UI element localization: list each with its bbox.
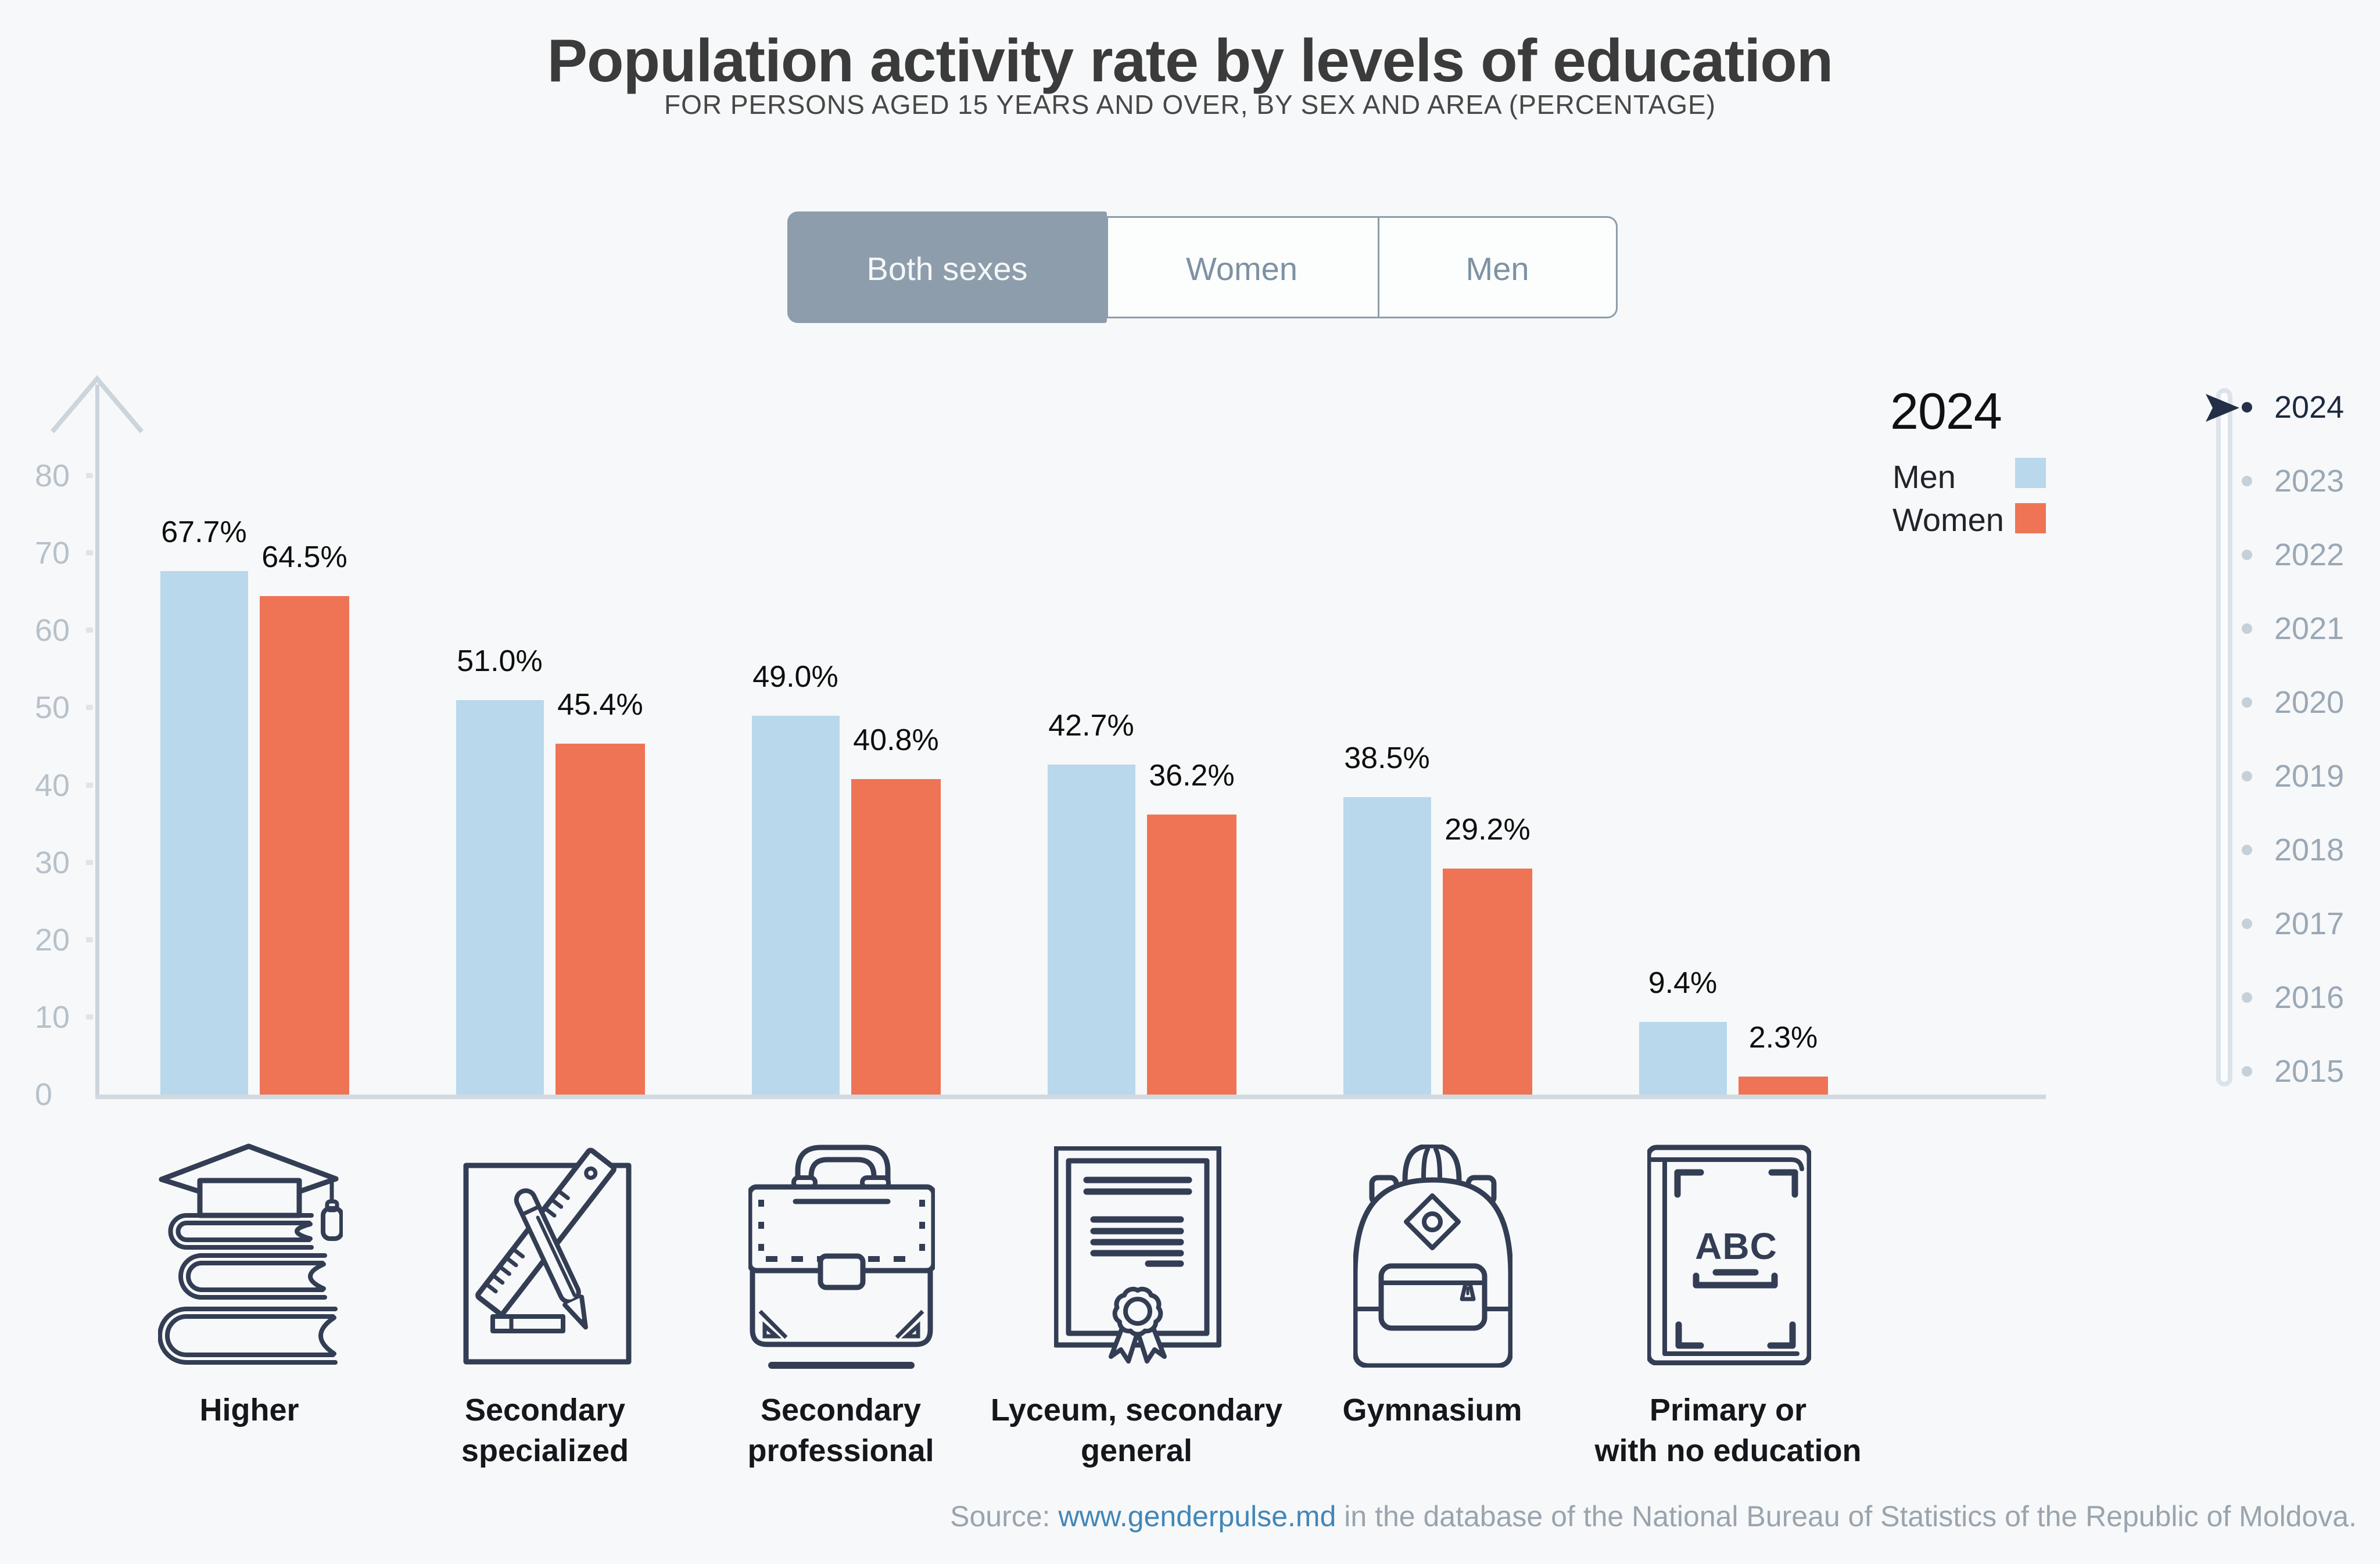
svg-text:ABC: ABC — [1695, 1225, 1777, 1267]
